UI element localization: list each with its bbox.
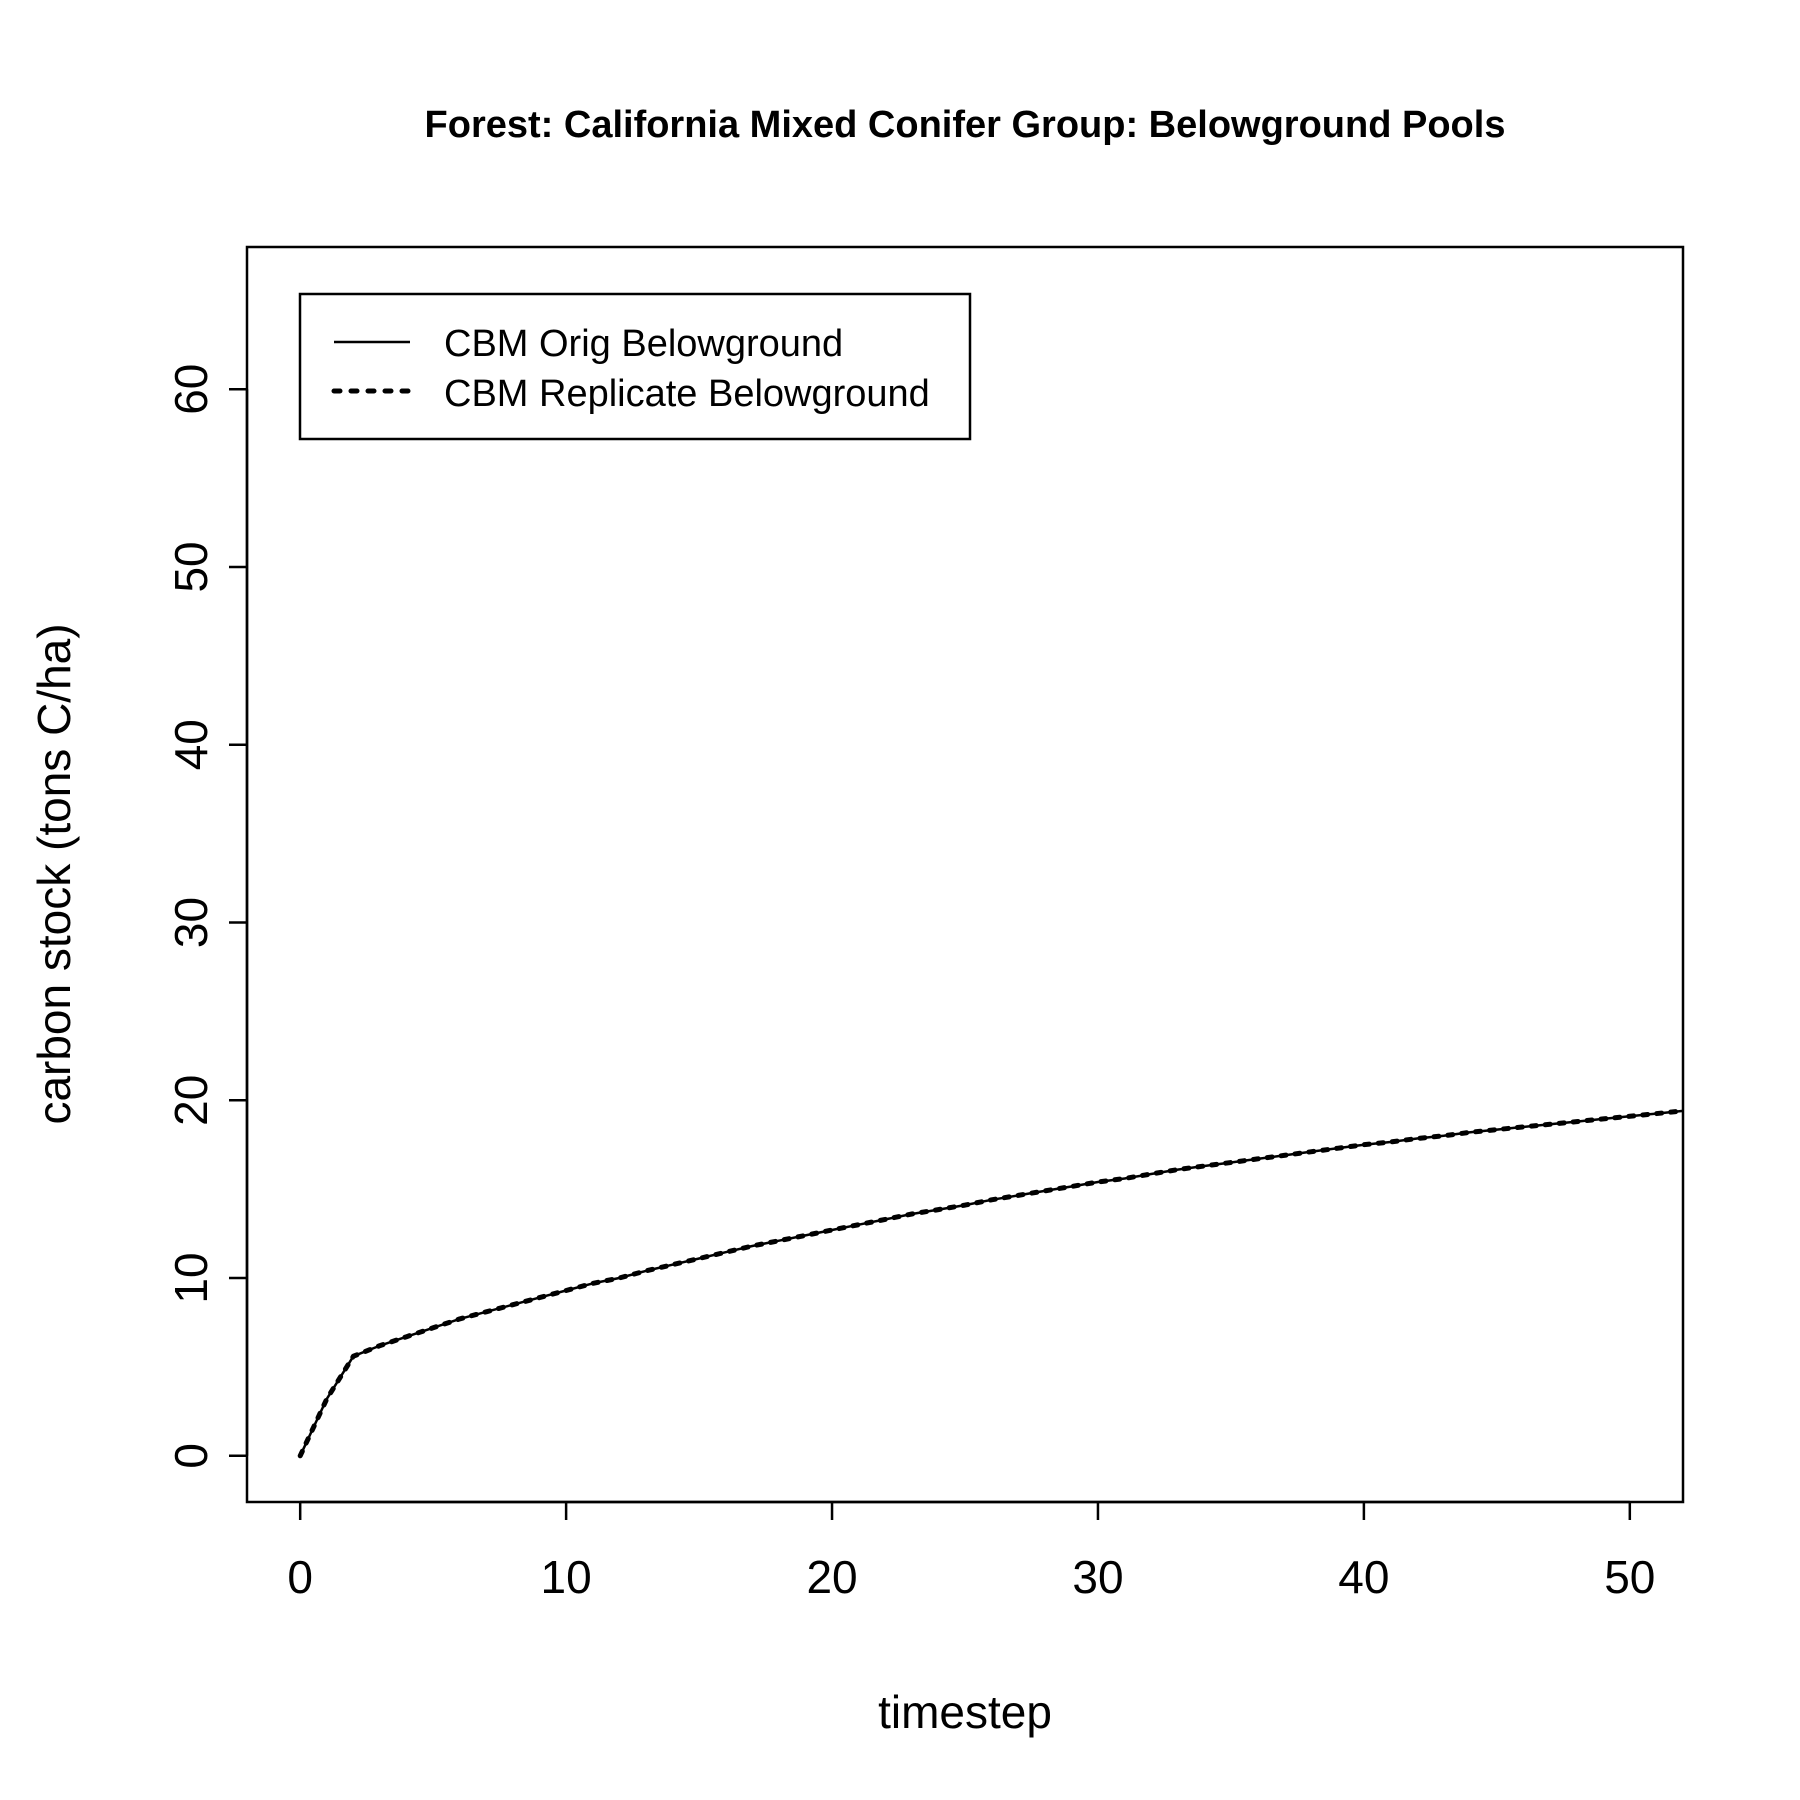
chart-title: Forest: California Mixed Conifer Group: … [425,104,1506,146]
y-tick-label: 30 [165,897,217,948]
x-tick-label: 40 [1338,1551,1389,1603]
y-tick-label: 50 [165,541,217,592]
x-axis: 0 10 20 30 40 50 [287,1500,1655,1603]
y-tick-label: 40 [165,719,217,770]
y-tick-label: 0 [165,1443,217,1469]
legend: CBM Orig Belowground CBM Replicate Below… [298,292,972,441]
legend-label-orig: CBM Orig Belowground [444,323,843,365]
series-layer [297,1108,1686,1459]
x-tick-label: 10 [541,1551,592,1603]
y-tick-label: 60 [165,364,217,415]
x-tick-label: 20 [806,1551,857,1603]
x-tick-label: 50 [1604,1551,1655,1603]
legend-box [298,292,972,441]
y-tick-label: 10 [165,1252,217,1303]
y-axis-label: carbon stock (tons C/ha) [28,623,80,1124]
y-axis: 0 10 20 30 40 50 60 [165,364,249,1469]
x-axis-label: timestep [878,1686,1052,1738]
series-line-replicate [297,1108,1686,1459]
x-tick-label: 30 [1072,1551,1123,1603]
y-tick-label: 20 [165,1075,217,1126]
series-line-orig [299,1109,1684,1457]
x-tick-label: 0 [287,1551,313,1603]
legend-label-replicate: CBM Replicate Belowground [444,373,930,415]
